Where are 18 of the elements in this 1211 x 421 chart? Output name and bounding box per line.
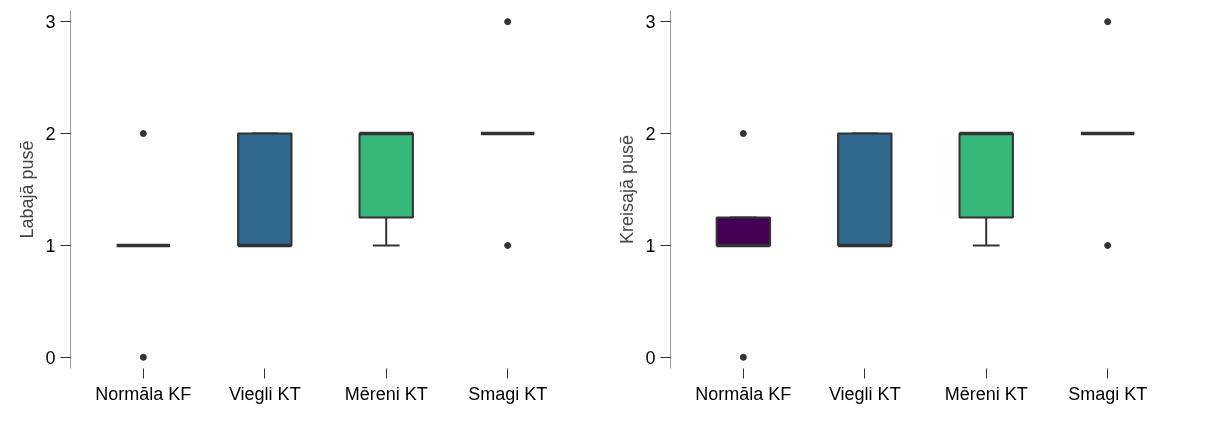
y-tick-label: 1	[45, 235, 56, 256]
x-tick-label: Viegli KT	[828, 383, 901, 404]
y-tick-label: 3	[645, 12, 656, 33]
x-tick-label: Mēreni KT	[944, 383, 1028, 404]
y-tick-label: 0	[45, 347, 56, 368]
x-tick-label: Normāla KF	[695, 383, 792, 404]
y-tick-label: 2	[645, 124, 656, 145]
x-tick-label: Smagi KT	[468, 383, 548, 404]
y-tick-label: 2	[45, 124, 56, 145]
y-tick-label: 3	[45, 12, 56, 33]
y-tick-label: 0	[645, 347, 656, 368]
y-tick-label: 1	[645, 235, 656, 256]
x-tick-label: Mēreni KT	[344, 383, 428, 404]
y-axis-title: Kreisajā pusē	[617, 134, 638, 245]
x-tick-label: Viegli KT	[228, 383, 301, 404]
x-tick-label: Smagi KT	[1068, 383, 1148, 404]
x-tick-label: Normāla KF	[95, 383, 192, 404]
y-axis-title: Labajā pusē	[17, 140, 38, 239]
